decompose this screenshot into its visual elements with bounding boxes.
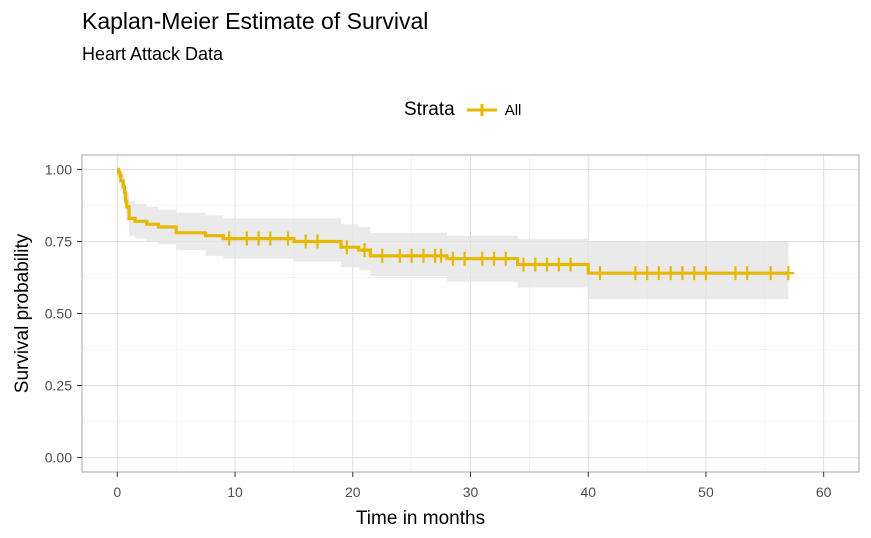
x-tick-label: 60 (816, 484, 832, 500)
y-tick-label: 0.50 (45, 306, 72, 322)
legend-title: Strata (404, 99, 455, 120)
y-tick-label: 0.25 (45, 378, 72, 394)
x-tick-label: 0 (113, 484, 121, 500)
x-tick-label: 50 (698, 484, 714, 500)
y-tick-label: 1.00 (45, 161, 72, 177)
x-tick-label: 20 (345, 484, 361, 500)
legend-label-all: All (504, 101, 522, 119)
x-tick-label: 10 (227, 484, 243, 500)
survival-curve-all (116, 167, 789, 275)
y-axis-title: Survival probability (12, 233, 33, 393)
y-tick-label: 0.00 (45, 450, 72, 466)
x-tick-label: 30 (463, 484, 479, 500)
legend-key-all (466, 104, 497, 116)
x-axis-title: Time in months (356, 508, 485, 529)
chart-subtitle: Heart Attack Data (82, 44, 224, 64)
chart-title: Kaplan-Meier Estimate of Survival (82, 8, 429, 34)
legend: Strata All (404, 96, 521, 124)
y-tick-label: 0.75 (45, 233, 72, 249)
confidence-band (117, 169, 789, 300)
x-tick-label: 40 (580, 484, 596, 500)
